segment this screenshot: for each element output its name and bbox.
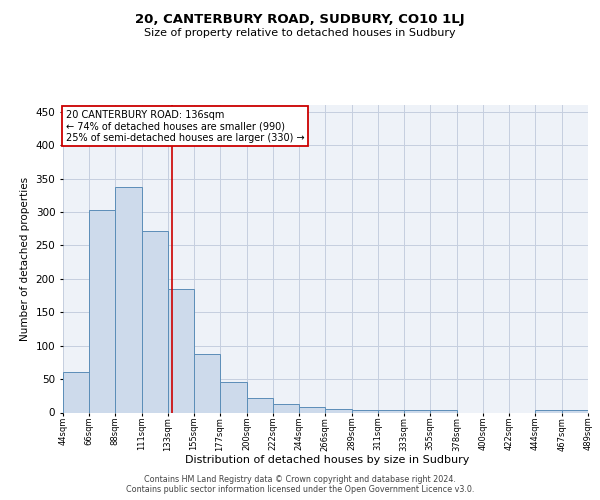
Text: Distribution of detached houses by size in Sudbury: Distribution of detached houses by size … (185, 455, 469, 465)
Bar (63, 372, 89, 412)
Y-axis label: Number of detached properties: Number of detached properties (20, 176, 30, 341)
Text: Size of property relative to detached houses in Sudbury: Size of property relative to detached ho… (144, 28, 456, 38)
Text: 20 CANTERBURY ROAD: 136sqm
← 74% of detached houses are smaller (990)
25% of sem: 20 CANTERBURY ROAD: 136sqm ← 74% of deta… (65, 110, 304, 143)
Text: 20, CANTERBURY ROAD, SUDBURY, CO10 1LJ: 20, CANTERBURY ROAD, SUDBURY, CO10 1LJ (135, 12, 465, 26)
Bar (430, 410, 457, 412)
Bar (220, 382, 247, 412)
Bar (404, 410, 430, 412)
Bar (378, 410, 404, 412)
Bar (89, 210, 115, 412)
Bar (247, 398, 273, 412)
Bar (142, 230, 168, 412)
Bar (325, 409, 352, 412)
Bar (535, 410, 562, 412)
Bar (168, 289, 194, 412)
Bar (273, 404, 299, 412)
Text: Contains HM Land Registry data © Crown copyright and database right 2024.: Contains HM Land Registry data © Crown c… (144, 475, 456, 484)
Bar (115, 186, 142, 412)
Bar (562, 410, 588, 412)
Text: Contains public sector information licensed under the Open Government Licence v3: Contains public sector information licen… (126, 485, 474, 494)
Bar (194, 354, 220, 412)
Bar (352, 410, 378, 412)
Bar (299, 407, 325, 412)
